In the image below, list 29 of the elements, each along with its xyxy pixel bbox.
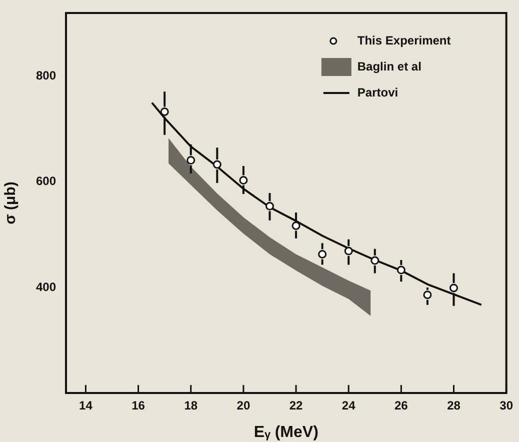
point xyxy=(160,107,169,116)
point xyxy=(239,176,248,185)
point xyxy=(450,284,458,292)
x-tick-label: 18 xyxy=(184,398,198,413)
point xyxy=(318,250,327,258)
x-axis-title: Eᵧ (MeV) xyxy=(254,424,318,441)
point xyxy=(370,256,380,265)
x-tick-label: 14 xyxy=(79,398,93,413)
x-tick-label: 28 xyxy=(447,398,461,413)
point xyxy=(212,160,222,169)
legend-label: Partovi xyxy=(357,85,398,100)
y-tick-label: 800 xyxy=(36,68,56,83)
point xyxy=(265,202,274,210)
y-tick-label: 600 xyxy=(36,174,56,188)
x-tick-label: 20 xyxy=(236,398,250,413)
point xyxy=(292,221,300,230)
point xyxy=(423,290,432,300)
point xyxy=(344,246,353,256)
y-tick-label: 400 xyxy=(36,280,56,294)
y-axis-title: σ (μb) xyxy=(2,182,20,224)
legend-label: This Experiment xyxy=(357,33,451,48)
point xyxy=(186,156,196,164)
x-tick-label: 26 xyxy=(394,398,408,413)
point xyxy=(396,266,406,274)
x-tick-label: 30 xyxy=(500,398,514,413)
x-tick-label: 24 xyxy=(342,398,356,413)
x-tick-label: 16 xyxy=(132,398,146,413)
legend-label: Baglin et al xyxy=(357,59,422,74)
x-tick-label: 22 xyxy=(289,398,304,413)
